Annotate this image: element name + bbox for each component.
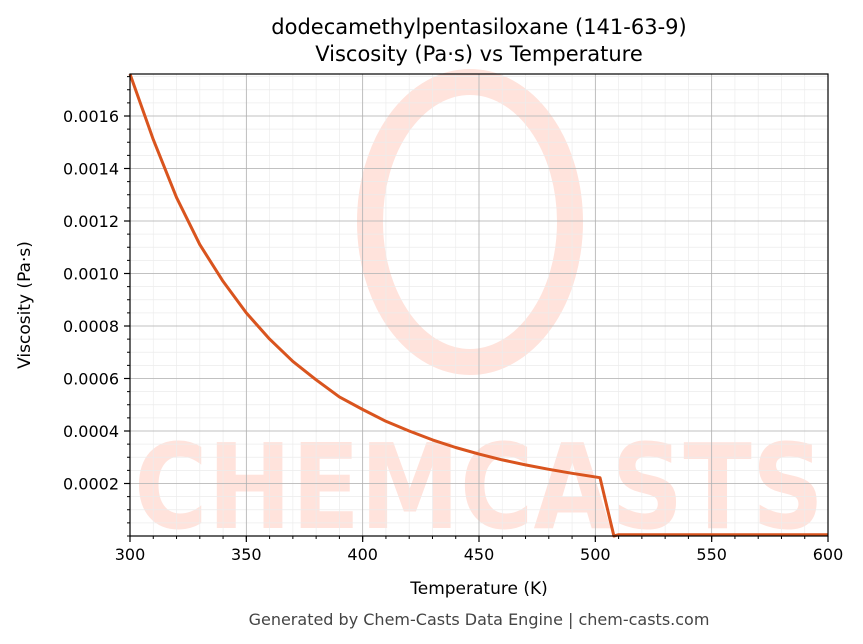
y-tick-label: 0.0012: [63, 212, 119, 231]
y-tick-label: 0.0002: [63, 475, 119, 494]
y-tick-label: 0.0010: [63, 265, 119, 284]
x-tick-label: 450: [464, 545, 495, 564]
y-tick-label: 0.0016: [63, 107, 119, 126]
y-tick-labels: 0.0002 0.0004 0.0006 0.0008 0.0010 0.0012 0.00…: [63, 107, 119, 494]
y-tick-label: 0.0008: [63, 317, 119, 336]
x-tick-label: 400: [347, 545, 378, 564]
footer-text: Generated by Chem-Casts Data Engine | ch…: [249, 610, 710, 629]
x-tick-label: 600: [813, 545, 844, 564]
watermark-logo-ring: [357, 69, 583, 375]
x-tick-label: 550: [696, 545, 727, 564]
y-tick-label: 0.0014: [63, 160, 119, 179]
y-axis-label: Viscosity (Pa·s): [15, 241, 35, 369]
x-tick-label: 350: [231, 545, 262, 564]
axis-ticks: [124, 76, 829, 542]
y-tick-label: 0.0004: [63, 422, 119, 441]
y-tick-label: 0.0006: [63, 370, 119, 389]
x-tick-labels: 300 350 400 450 500 550 600: [115, 545, 844, 564]
x-tick-label: 300: [115, 545, 146, 564]
x-tick-label: 500: [580, 545, 611, 564]
series-line: [128, 73, 828, 538]
chart-subtitle: Viscosity (Pa·s) vs Temperature: [315, 42, 643, 66]
x-axis-label: Temperature (K): [409, 579, 548, 599]
chart-title: dodecamethylpentasiloxane (141-63-9): [271, 15, 686, 39]
